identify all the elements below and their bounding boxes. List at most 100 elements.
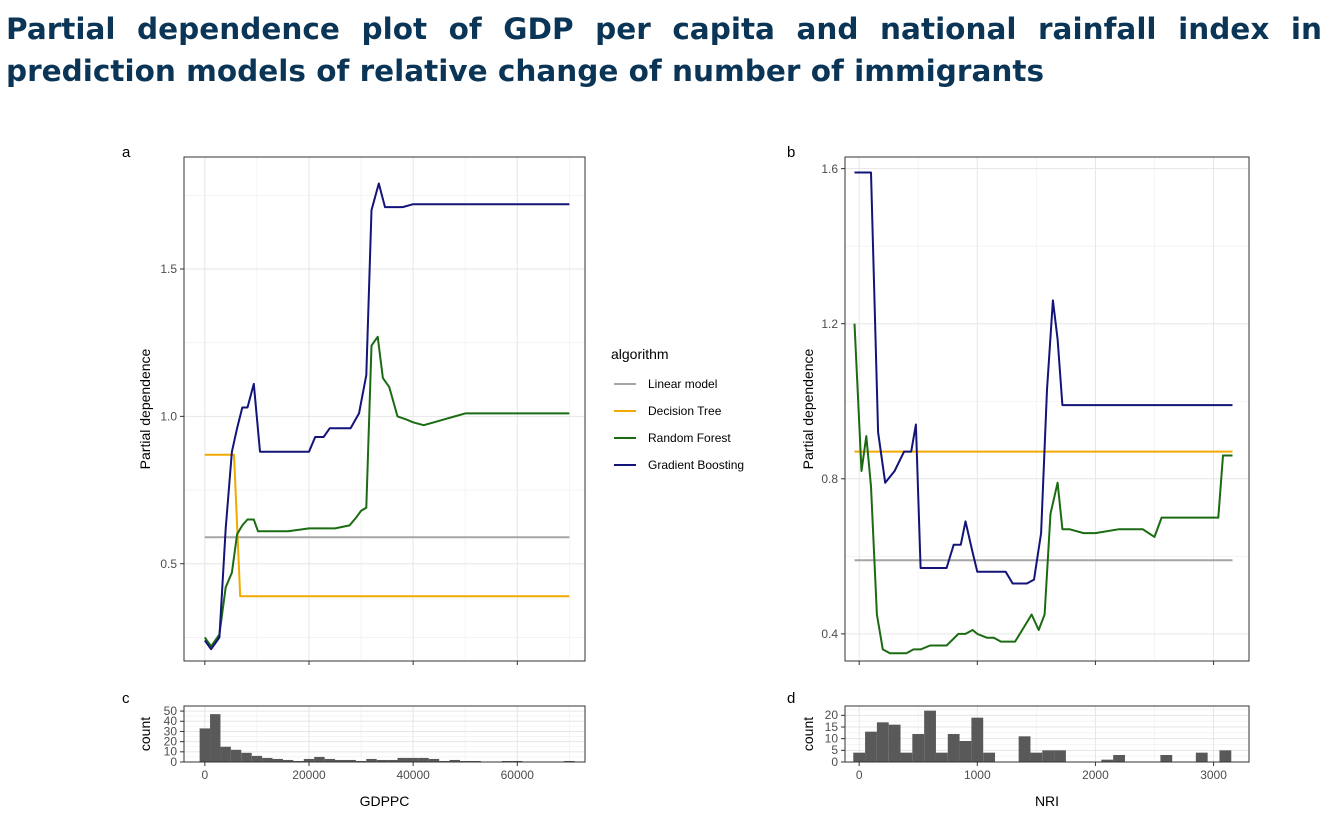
y-tick-label: 0.5 [160,557,177,571]
panel-label: a [122,144,131,161]
panel-border [844,705,1250,763]
histogram-bar [418,757,429,762]
marks [853,710,1232,762]
panel-border [183,705,586,763]
grid [184,706,585,762]
histogram-bar [335,759,346,762]
plot-background [184,706,585,762]
y-tick-label: 20 [825,708,839,722]
histogram-bar [241,752,252,762]
y-axis-title: Partial dependence [800,348,816,469]
histogram-bar [1042,750,1055,762]
histogram-bar [439,760,450,762]
histogram-bar [355,760,367,762]
histogram-bar [460,760,471,762]
histogram-bar [947,734,960,762]
histogram-bar [366,758,377,762]
histogram-bar [959,741,972,762]
y-tick-label: 30 [164,724,178,738]
histogram-bar [1030,752,1043,762]
y-tick-label: 0.8 [821,472,838,486]
histogram-bar [293,760,304,762]
y-tick-label: 0 [831,755,838,769]
histogram-bar [407,757,419,762]
y-tick-label: 10 [825,732,839,746]
y-tick-label: 1.2 [821,317,838,331]
panel-b: 0.4 0.8 1.2 1.6 Partial dependence b [787,144,1250,665]
series-line-gradient-boosting [203,182,570,651]
y-tick-label: 5 [831,743,838,757]
panel-label: c [122,690,130,707]
histogram-bar [324,758,336,762]
y-tick-label: 40 [164,714,178,728]
histogram-bar [1160,755,1173,762]
marks [853,171,1233,655]
histogram-bar [564,760,575,762]
histogram-bar [1101,759,1114,762]
legend-label: Linear model [648,377,717,391]
y-tick-label: 1.0 [160,410,177,424]
x-axis-title: NRI [1035,793,1059,809]
histogram-bar [470,760,481,762]
series-line-random-forest [853,323,1233,655]
x-tick-label: 0 [856,768,863,782]
plot-background [184,157,585,661]
series-line-random-forest [203,335,570,648]
legend-title: algorithm [611,346,669,362]
y-axis-title: count [800,717,816,751]
histogram-bar [501,760,513,762]
histogram-bar [282,759,294,762]
series-line-decision-tree [204,453,570,598]
grid [184,157,585,661]
legend-label: Random Forest [648,431,731,445]
histogram-bar [272,758,283,762]
y-tick-label: 0 [170,755,177,769]
y-axis-title: Partial dependence [137,348,153,469]
legend-label: Decision Tree [648,404,722,418]
x-tick-label: 1000 [964,768,991,782]
y-tick-label: 20 [164,734,178,748]
histogram-bar [1113,755,1125,762]
histogram-bar [983,752,996,762]
x-tick-label: 0 [201,768,208,782]
histogram-bar [888,724,901,762]
histogram-bar [449,759,461,762]
histogram-bar [971,717,984,762]
histogram-bar [397,757,408,762]
y-tick-label: 10 [164,745,178,759]
histogram-bar [230,749,242,762]
page-title: Partial dependence plot of GDP per capit… [6,12,1322,88]
histogram-bar [199,728,211,762]
x-axis-title: GDPPC [360,793,410,809]
x-tick-label: 60000 [501,768,535,782]
histogram-bar [387,759,398,762]
histogram-bar [912,734,925,762]
legend-label: Gradient Boosting [648,458,744,472]
histogram-bar [428,758,440,762]
histogram-bar [303,758,315,762]
histogram-bar [220,746,231,762]
series-line-gradient-boosting [854,171,1233,585]
histogram-bar [865,731,877,762]
y-tick-label: 50 [164,704,178,718]
x-tick-label: 40000 [396,768,430,782]
panel-border [844,156,1250,662]
y-tick-label: 1.6 [821,162,838,176]
histogram-bar [1195,752,1208,762]
histogram-bar [251,755,263,762]
y-tick-label: 15 [825,720,839,734]
histogram-bar [262,757,273,762]
x-tick-label: 20000 [292,768,326,782]
panel-border [183,156,586,662]
histogram-bar [345,759,356,762]
panel-a: 0.5 1.0 1.5 Partial dependence a [122,144,586,665]
x-tick-label: 3000 [1200,768,1227,782]
y-tick-label: 1.5 [160,262,177,276]
panel-label: d [787,690,795,707]
histogram-bar [210,714,221,762]
legend: algorithm Linear model Decision Tree Random… [611,346,744,472]
histogram-bar [935,752,948,762]
